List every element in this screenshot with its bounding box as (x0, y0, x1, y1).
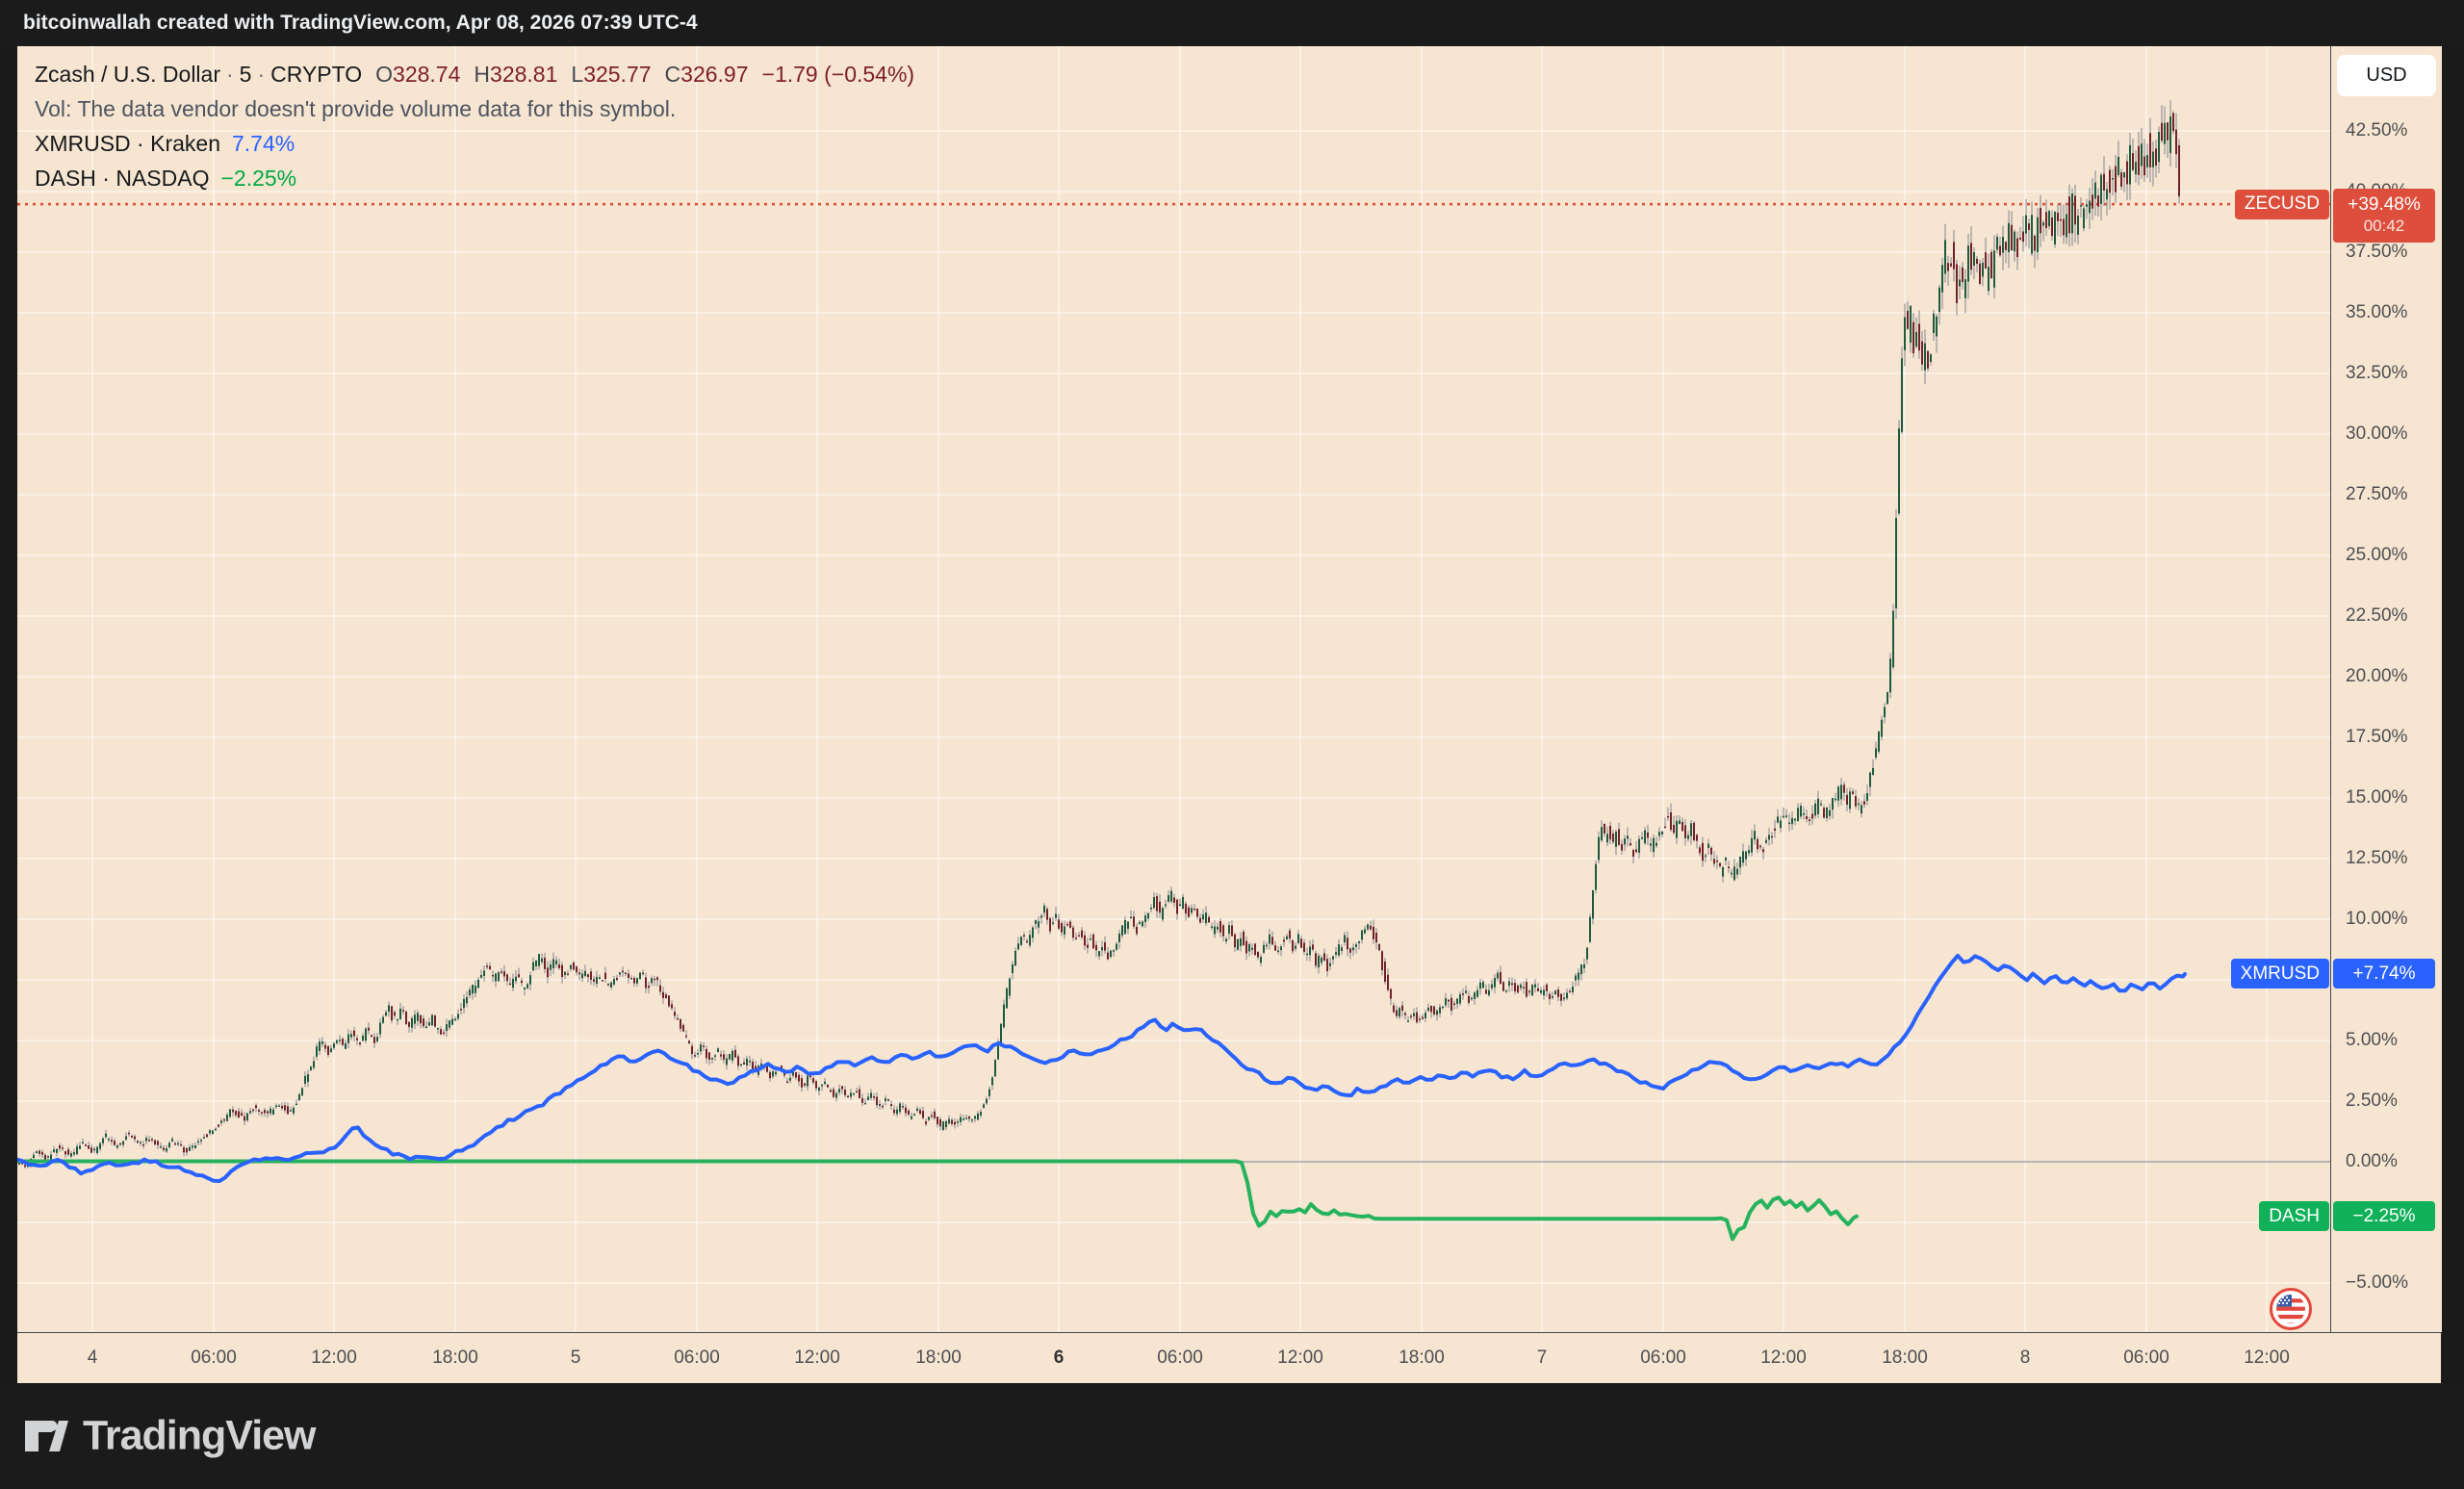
attribution-bar: bitcoinwallah created with TradingView.c… (0, 0, 2464, 46)
chart-legend: Zcash / U.S. Dollar · 5 · CRYPTO O328.74 H328.… (35, 62, 914, 192)
ohlc-key: L (571, 62, 584, 87)
price-tick-label: 5.00% (2346, 1030, 2398, 1050)
time-tick-label: 06:00 (2123, 1348, 2169, 1368)
tradingview-wordmark[interactable]: TradingView (83, 1412, 316, 1459)
compare-symbol-change: −2.25% (220, 166, 297, 191)
time-tick-label: 18:00 (915, 1348, 962, 1368)
symbol-interval[interactable]: 5 (239, 62, 252, 87)
time-axis[interactable]: 4 06:00 12:00 18:00 5 06:00 12:00 18:00 6 06:00 12… (17, 1332, 2441, 1383)
price-tag-value: −2.25% (2352, 1205, 2416, 1226)
compare-legend-row: XMRUSD · Kraken 7.74% (35, 131, 914, 157)
price-tick-label: 17.50% (2346, 727, 2408, 747)
price-tick-label: 30.00% (2346, 424, 2408, 444)
time-tick-label: 12:00 (1277, 1348, 1323, 1368)
time-tick-label: 18:00 (1399, 1348, 1445, 1368)
time-tick-label: 5 (570, 1348, 581, 1368)
price-axis[interactable]: 42.50%40.00%37.50%35.00%32.50%30.00%27.5… (2330, 46, 2442, 1332)
price-tick-label: 35.00% (2346, 302, 2408, 322)
price-tick-label: 27.50% (2346, 484, 2408, 504)
ohlc-values: O328.74 H328.81 L325.77 C326.97 (362, 62, 748, 87)
price-tick-label: 22.50% (2346, 605, 2408, 626)
price-tag-symbol-dash: DASH (2259, 1201, 2329, 1232)
tradingview-logo-icon[interactable] (23, 1413, 69, 1459)
price-tick-label: 10.00% (2346, 909, 2408, 929)
price-tag-symbol-xmrusd: XMRUSD (2230, 959, 2329, 989)
price-tick-label: 15.00% (2346, 787, 2408, 808)
price-tick-label: 12.50% (2346, 848, 2408, 868)
price-axis-tag-zecusd: +39.48% 00:42 (2333, 189, 2435, 244)
chart-plot-area[interactable] (17, 46, 2330, 1332)
time-tick-label: 7 (1536, 1348, 1548, 1368)
price-tick-label: 32.50% (2346, 363, 2408, 383)
time-tick-label: 4 (87, 1348, 98, 1368)
time-tick-label: 12:00 (794, 1348, 840, 1368)
symbol-title[interactable]: Zcash / U.S. Dollar (35, 62, 220, 87)
price-axis-tag-xmrusd: +7.74% (2333, 959, 2435, 989)
attribution-text: bitcoinwallah created with TradingView.c… (23, 12, 698, 34)
ohlc-value: 325.77 (583, 62, 652, 87)
time-tick-label: 8 (2019, 1348, 2031, 1368)
time-tick-label: 6 (1053, 1348, 1065, 1368)
price-tag-value: +7.74% (2352, 963, 2416, 984)
symbol-legend-row: Zcash / U.S. Dollar · 5 · CRYPTO O328.74 H328.… (35, 62, 914, 88)
compare-symbol-name[interactable]: DASH · NASDAQ (35, 166, 210, 191)
price-tag-value: +39.48% (2348, 194, 2421, 216)
price-tag-symbol-zecusd: ZECUSD (2234, 189, 2329, 219)
price-axis-tag-dash: −2.25% (2333, 1201, 2435, 1232)
ohlc-key: H (474, 62, 491, 87)
compare-symbol-change: 7.74% (231, 131, 295, 156)
price-tick-label: 20.00% (2346, 666, 2408, 686)
compare-legend-row: DASH · NASDAQ −2.25% (35, 166, 914, 192)
change-value: −1.79 (−0.54%) (761, 62, 915, 87)
compare-legend-rows: XMRUSD · Kraken 7.74% DASH · NASDAQ −2.25% (35, 131, 914, 192)
time-tick-label: 06:00 (1157, 1348, 1203, 1368)
bar-countdown: 00:42 (2363, 217, 2405, 236)
price-tick-label: 37.50% (2346, 242, 2408, 262)
time-tick-label: 18:00 (1882, 1348, 1928, 1368)
price-tick-label: 2.50% (2346, 1091, 2398, 1111)
price-tick-label: 0.00% (2346, 1151, 2398, 1171)
time-tick-label: 18:00 (432, 1348, 478, 1368)
footer-bar: TradingView (0, 1383, 2464, 1489)
time-tick-label: 06:00 (674, 1348, 720, 1368)
volume-notice: Vol: The data vendor doesn't provide vol… (35, 96, 677, 121)
legend-separator: · (257, 62, 266, 87)
us-flag-icon (2270, 1288, 2312, 1330)
ohlc-value: 328.81 (490, 62, 558, 87)
ohlc-key: O (375, 62, 394, 87)
time-tick-label: 06:00 (1640, 1348, 1686, 1368)
time-tick-label: 06:00 (191, 1348, 237, 1368)
ohlc-key: C (664, 62, 681, 87)
compare-symbol-name[interactable]: XMRUSD · Kraken (35, 131, 220, 156)
price-tick-label: 42.50% (2346, 120, 2408, 141)
currency-toggle-button[interactable]: USD (2337, 55, 2436, 96)
ohlc-value: 328.74 (393, 62, 461, 87)
symbol-exchange: CRYPTO (270, 62, 363, 87)
price-tick-label: −5.00% (2346, 1272, 2408, 1293)
time-tick-label: 12:00 (311, 1348, 357, 1368)
time-tick-label: 12:00 (1760, 1348, 1807, 1368)
time-tick-label: 12:00 (2244, 1348, 2290, 1368)
ohlc-value: 326.97 (680, 62, 749, 87)
price-tick-label: 25.00% (2346, 545, 2408, 565)
legend-separator: · (226, 62, 234, 87)
